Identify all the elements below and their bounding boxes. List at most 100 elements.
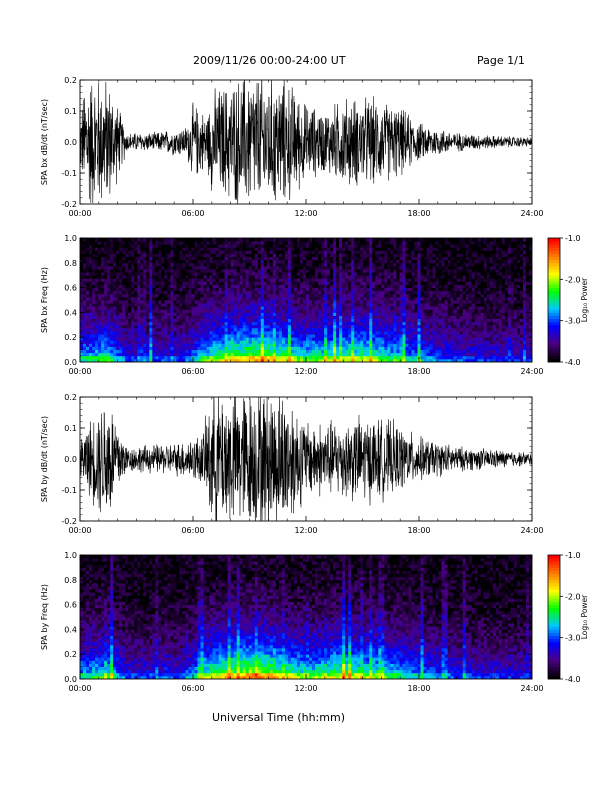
spectrogram-cell (423, 327, 427, 332)
spectrogram-cell (227, 275, 232, 279)
spectrogram-cell (306, 287, 310, 292)
spectrogram-cell (269, 296, 274, 301)
spectrogram-cell (393, 275, 397, 279)
spectrogram-cell (260, 238, 265, 242)
spectrogram-cell (146, 355, 150, 360)
spectrogram-cell (399, 256, 403, 261)
spectrogram-cell (290, 272, 295, 276)
spectrogram-cell (284, 340, 289, 344)
spectrogram-cell (155, 331, 159, 335)
spectrogram-cell (173, 259, 177, 264)
spectrogram-cell (345, 290, 349, 295)
spectrogram-cell (173, 346, 177, 350)
spectrogram-cell (182, 272, 186, 276)
spectrogram-cell (348, 290, 352, 295)
spectrogram-cell (399, 238, 403, 242)
spectrogram-cell (104, 238, 108, 242)
spectrogram-cell (236, 244, 241, 248)
spectrogram-cell (116, 309, 120, 313)
spectrogram-cell (384, 303, 388, 307)
spectrogram-cell (152, 321, 156, 326)
spectrogram-cell (287, 290, 292, 295)
spectrogram-cell (203, 269, 207, 273)
spectrogram-cell (396, 306, 400, 310)
spectrogram-cell (146, 331, 150, 335)
spectrogram-cell (333, 269, 337, 273)
spectrogram-cell (254, 265, 259, 270)
spectrogram-cell (290, 303, 295, 307)
spectrogram-cell (164, 349, 168, 354)
spectrogram-cell (239, 269, 244, 273)
spectrogram-cell (176, 256, 180, 261)
spectrogram-cell (275, 337, 280, 341)
spectrogram-cell (212, 315, 216, 319)
spectrogram-cell (312, 256, 316, 261)
spectrogram-cell (435, 278, 439, 282)
spectrogram-cell (345, 300, 349, 304)
spectrogram-cell (309, 309, 313, 313)
spectrogram-cell (143, 250, 147, 254)
spectrogram-cell (176, 272, 180, 276)
spectrogram-cell (281, 300, 286, 304)
spectrogram-cell (242, 349, 247, 354)
spectrogram-cell (318, 265, 322, 270)
spectrogram-cell (131, 293, 135, 298)
spectrogram-cell (315, 256, 319, 261)
spectrogram-cell (236, 324, 241, 329)
spectrogram-cell (122, 284, 126, 288)
spectrogram-cell (405, 315, 409, 319)
spectrogram-cell (188, 309, 192, 313)
spectrogram-cell (203, 256, 207, 261)
spectrogram-cell (348, 358, 352, 362)
spectrogram-cell (125, 293, 129, 298)
spectrogram-cell (89, 312, 93, 316)
spectrogram-cell (402, 290, 406, 295)
spectrogram-cell (248, 253, 253, 257)
spectrogram-cell (215, 340, 220, 344)
spectrogram-cell (230, 244, 235, 248)
spectrogram-cell (224, 281, 229, 285)
spectrogram-cell (224, 244, 229, 248)
spectrogram-cell (206, 300, 210, 304)
spectrogram-cell (119, 327, 123, 332)
spectrogram-cell (242, 290, 247, 295)
spectrogram-cell (408, 327, 412, 332)
spectrogram-cell (242, 269, 247, 273)
spectrogram-cell (92, 262, 96, 267)
spectrogram-cell (263, 247, 268, 251)
spectrogram-cell (182, 355, 186, 360)
spectrogram-cell (411, 247, 415, 251)
spectrogram-cell (224, 278, 229, 282)
spectrogram-cell (393, 352, 397, 357)
spectrogram-cell (242, 321, 247, 326)
spectrogram-cell (104, 256, 108, 261)
spectrogram-cell (137, 269, 141, 273)
spectrogram-cell (209, 296, 213, 301)
spectrogram-cell (179, 272, 183, 276)
spectrogram-cell (158, 309, 162, 313)
spectrogram-cell (417, 281, 421, 285)
spectrogram-cell (369, 259, 373, 264)
spectrogram-cell (170, 262, 174, 267)
spectrogram-cell (312, 278, 316, 282)
spectrogram-cell (333, 318, 337, 323)
spectrogram-cell (429, 281, 433, 285)
spectrogram-cell (293, 247, 298, 251)
spectrogram-cell (254, 287, 259, 292)
spectrogram-cell (411, 312, 415, 316)
spectrogram-cell (251, 343, 256, 347)
spectrogram-cell (345, 250, 349, 254)
spectrogram-cell (366, 318, 370, 323)
spectrogram-cell (399, 269, 403, 273)
spectrogram-cell (302, 334, 307, 338)
spectrogram-cell (164, 278, 168, 282)
spectrogram-cell (233, 355, 238, 360)
spectrogram-cell (432, 355, 436, 360)
spectrogram-cell (146, 250, 150, 254)
spectrogram-cell (89, 290, 93, 295)
spectrogram-cell (203, 296, 207, 301)
spectrogram-cell (366, 250, 370, 254)
spectrogram-cell (140, 256, 144, 261)
spectrogram-cell (441, 331, 446, 335)
spectrogram-cell (83, 337, 87, 341)
